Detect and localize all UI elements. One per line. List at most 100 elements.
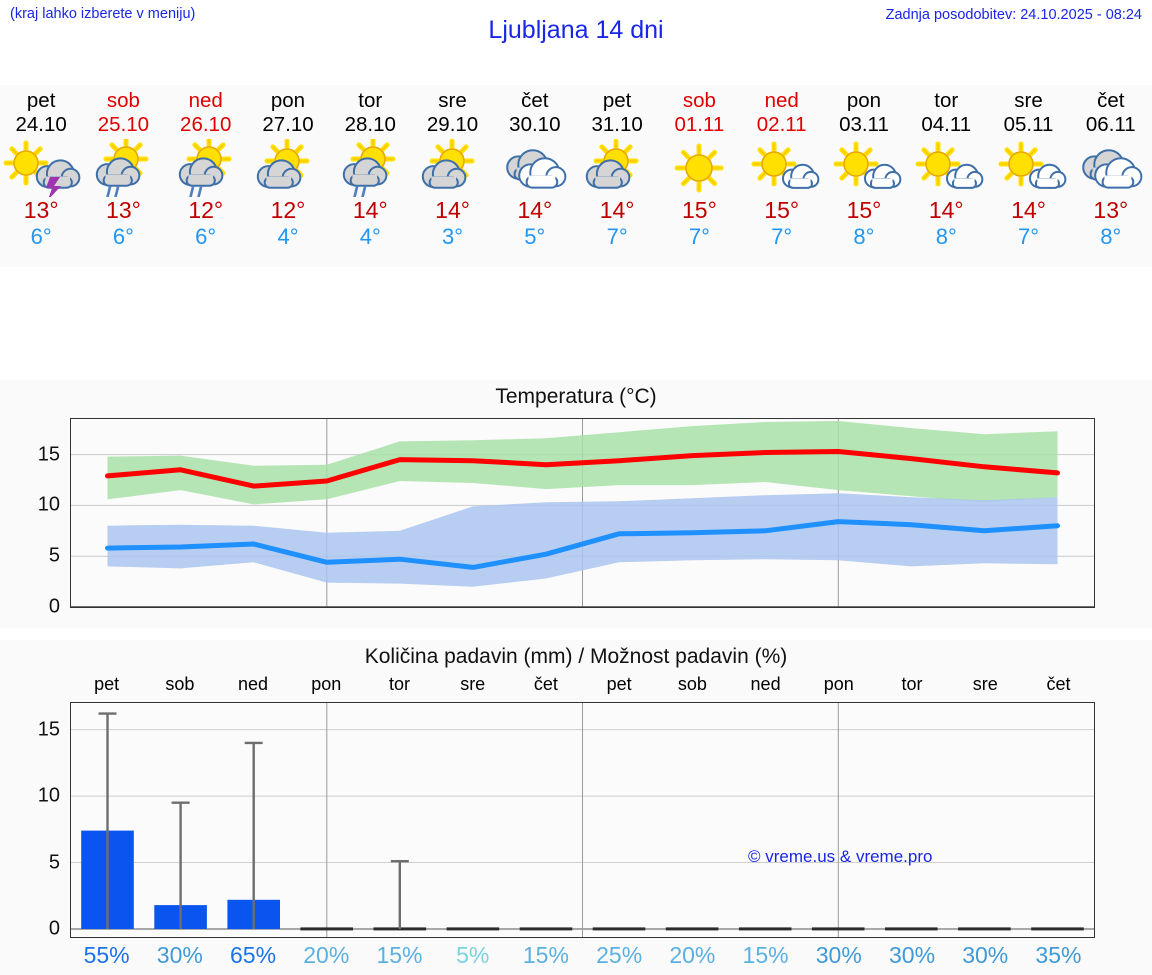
precipitation-probability: 30% [962, 942, 1009, 968]
precipitation-probability: 30% [815, 942, 862, 968]
precipitation-probability: 30% [156, 942, 203, 968]
location-hint: (kraj lahko izberete v meniju) [10, 6, 196, 22]
day-forecast-cell[interactable]: tor 04.11 14° 8° [905, 85, 987, 267]
day-name: pon [270, 89, 306, 112]
day-forecast-cell[interactable]: sre 29.10 14° 3° [411, 85, 493, 267]
page-title: Ljubljana 14 dni [488, 16, 664, 44]
precipitation-day-label: sre [972, 674, 998, 694]
day-date: 24.10 [15, 113, 67, 136]
day-forecast-cell[interactable]: sob 01.11 15° 7° [658, 85, 740, 267]
day-temp-min: 7° [771, 224, 793, 249]
day-temp-min: 4° [359, 224, 381, 249]
precipitation-y-tick: 15 [37, 718, 60, 741]
temperature-plot-svg [71, 419, 1094, 608]
day-date: 25.10 [97, 113, 150, 136]
day-date: 06.11 [1085, 113, 1136, 136]
day-temp-max: 14° [1011, 197, 1046, 223]
sun-cloud-rain-icon [165, 139, 247, 197]
day-temp-min: 8° [853, 224, 875, 249]
day-temp-min: 6° [30, 224, 52, 249]
daily-forecast-strip: pet 24.10 13° 6° sob 25.10 13° 6° ned 26.10 12° 6° p… [0, 85, 1152, 267]
cloudy-icon [1070, 139, 1152, 197]
day-date: 03.11 [839, 113, 889, 136]
day-forecast-cell[interactable]: sob 25.10 13° 6° [82, 85, 164, 267]
blank-spacer [0, 267, 1152, 380]
day-forecast-cell[interactable]: pon 03.11 15° 8° [823, 85, 905, 267]
precipitation-y-tick: 0 [48, 917, 60, 940]
day-temp-max: 14° [599, 197, 635, 223]
precipitation-day-label: sob [165, 674, 195, 694]
day-name: pet [602, 89, 632, 112]
day-date: 05.11 [1003, 113, 1054, 136]
precipitation-day-label: pon [311, 674, 342, 694]
day-temp-max: 14° [352, 197, 388, 223]
day-temp-min: 6° [112, 224, 134, 249]
day-forecast-cell[interactable]: čet 06.11 13° 8° [1070, 85, 1152, 267]
page-header: (kraj lahko izberete v meniju) Ljubljana… [0, 0, 1152, 85]
day-date: 04.11 [921, 113, 972, 136]
day-date: 30.10 [509, 113, 561, 136]
sun-smallcloud-icon [741, 139, 823, 197]
last-update-label: Zadnja posodobitev: 24.10.2025 - 08:24 [885, 7, 1142, 23]
precipitation-probability: 20% [669, 942, 716, 968]
day-temp-max: 14° [517, 197, 553, 223]
precipitation-probability: 20% [303, 942, 350, 968]
day-forecast-cell[interactable]: ned 02.11 15° 7° [741, 85, 823, 267]
sun-smallcloud-icon [823, 139, 905, 197]
day-forecast-cell[interactable]: tor 28.10 14° 4° [329, 85, 411, 267]
precipitation-probability: 30% [888, 942, 936, 968]
day-forecast-cell[interactable]: čet 30.10 14° 5° [494, 85, 576, 267]
day-name: pet [26, 89, 56, 112]
day-name: sob [682, 89, 716, 112]
precipitation-day-label: sre [460, 674, 486, 694]
day-temp-min: 7° [688, 224, 710, 249]
day-temp-max: 14° [928, 197, 964, 223]
temperature-y-axis: 0 5 10 15 [0, 418, 66, 617]
temperature-y-tick: 10 [37, 493, 60, 516]
cloudy-icon [494, 139, 576, 197]
temperature-chart-panel: Temperatura (°C) 0 5 10 15 © vreme.us & vre… [0, 380, 1152, 866]
sun-icon [658, 139, 740, 197]
precipitation-day-label: sob [677, 674, 707, 694]
day-forecast-cell[interactable]: sre 05.11 14° 7° [987, 85, 1069, 267]
precipitation-probability: 55% [83, 942, 130, 968]
day-temp-max: 13° [23, 197, 59, 223]
precipitation-probability: 15% [376, 942, 423, 968]
sun-cloud-icon [412, 139, 494, 197]
day-date: 28.10 [344, 113, 396, 136]
precipitation-plot-svg [71, 703, 1094, 937]
copyright-watermark: © vreme.us & vreme.pro [748, 847, 933, 866]
day-date: 27.10 [262, 113, 314, 136]
day-forecast-cell[interactable]: pet 31.10 14° 7° [576, 85, 658, 267]
day-date: 31.10 [591, 113, 643, 136]
temperature-y-tick: 15 [37, 443, 60, 466]
precipitation-day-label: čet [1046, 674, 1071, 694]
day-temp-min: 6° [195, 224, 217, 249]
precipitation-day-labels: pet sob ned pon tor sre čet pet sob ned pon tor sre č… [70, 674, 1095, 698]
precipitation-probability: 15% [522, 942, 569, 968]
day-name: ned [764, 89, 799, 112]
precipitation-day-label: čet [533, 674, 558, 694]
precipitation-y-tick: 10 [37, 784, 60, 807]
day-name: tor [358, 89, 383, 112]
sun-cloud-icon [247, 139, 329, 197]
temperature-chart-title: Temperatura (°C) [495, 385, 657, 408]
precipitation-day-label: pet [94, 674, 120, 694]
precipitation-probability: 65% [230, 942, 277, 968]
day-forecast-cell[interactable]: ned 26.10 12° 6° [165, 85, 247, 267]
day-temp-max: 12° [188, 197, 224, 223]
day-temp-max: 15° [682, 197, 717, 223]
temperature-plot-area [70, 418, 1095, 608]
day-name: sre [438, 89, 467, 112]
day-temp-min: 7° [606, 224, 628, 249]
day-forecast-cell[interactable]: pon 27.10 12° 4° [247, 85, 329, 267]
sun-cloud-rain-icon [82, 139, 164, 197]
day-temp-min: 7° [1017, 224, 1040, 249]
day-temp-min: 8° [1100, 224, 1122, 249]
day-temp-max: 13° [1093, 197, 1129, 223]
day-forecast-cell[interactable]: pet 24.10 13° 6° [0, 85, 82, 267]
precipitation-day-label: tor [901, 674, 923, 694]
day-name: ned [188, 89, 223, 112]
day-date: 01.11 [674, 113, 725, 136]
precipitation-day-label: ned [750, 674, 781, 694]
